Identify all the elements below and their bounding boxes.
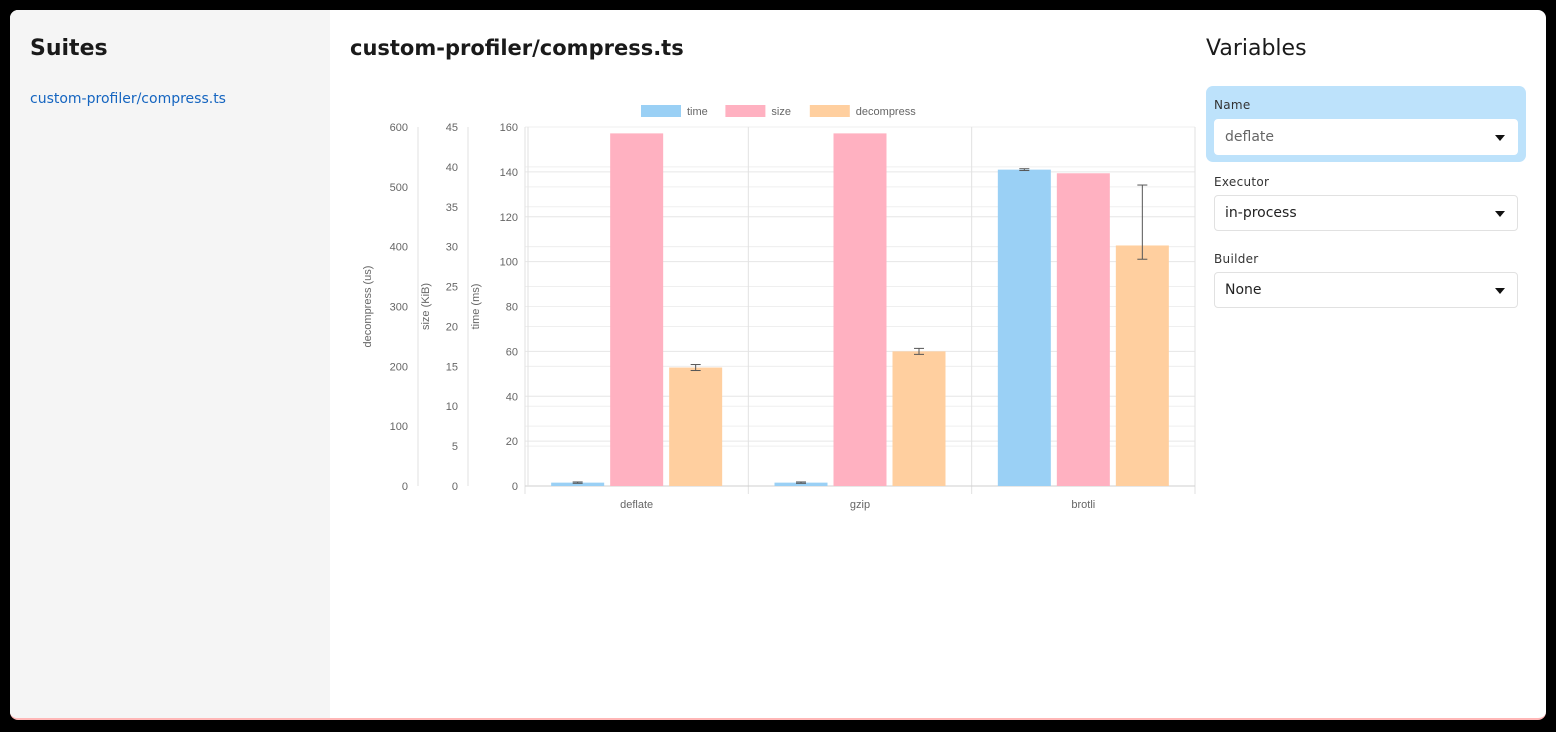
executor-select[interactable]: in-process	[1214, 195, 1518, 231]
y-axis-label: time (ms)	[470, 284, 482, 330]
y-tick-label: 500	[390, 182, 408, 194]
y-tick-label: 45	[446, 122, 458, 134]
executor-field: Executor in-process	[1206, 170, 1526, 240]
caret-down-icon	[1495, 288, 1505, 294]
y-tick-label: 400	[390, 242, 408, 254]
executor-label: Executor	[1214, 175, 1270, 189]
y-axis-label: size (KiB)	[420, 283, 432, 330]
builder-field: Builder None	[1206, 247, 1526, 317]
y-tick-label: 10	[446, 401, 458, 413]
name-select[interactable]: deflate	[1214, 119, 1518, 155]
name-value: deflate	[1225, 129, 1274, 145]
y-tick-label: 600	[390, 122, 408, 134]
bar-size-gzip	[833, 133, 887, 487]
y-tick-label: 160	[500, 122, 518, 134]
bar-time-deflate	[551, 482, 605, 486]
x-tick-label: brotli	[1071, 499, 1095, 511]
y-tick-label: 100	[390, 421, 408, 433]
y-tick-label: 30	[446, 242, 458, 254]
legend-swatch-decompress	[809, 105, 850, 117]
caret-down-icon	[1495, 135, 1505, 141]
bar-time-brotli	[997, 169, 1051, 486]
suite-link[interactable]: custom-profiler/compress.ts	[30, 91, 226, 107]
legend-swatch-size	[725, 105, 766, 117]
sidebar-title: Suites	[30, 36, 108, 61]
legend-label-size: size	[771, 106, 791, 118]
x-tick-label: deflate	[620, 499, 653, 511]
legend-label-time: time	[687, 106, 708, 118]
variables-title: Variables	[1206, 36, 1307, 61]
y-tick-label: 300	[390, 302, 408, 314]
suites-sidebar: Suites custom-profiler/compress.ts	[10, 10, 330, 718]
y-tick-label: 0	[452, 481, 458, 493]
y-tick-label: 5	[452, 441, 458, 453]
y-tick-label: 120	[500, 212, 518, 224]
y-tick-label: 60	[506, 346, 518, 358]
builder-value: None	[1225, 282, 1262, 298]
bar-size-deflate	[610, 133, 664, 487]
y-tick-label: 20	[506, 436, 518, 448]
y-tick-label: 15	[446, 361, 458, 373]
app-window: Suites custom-profiler/compress.ts custo…	[10, 10, 1546, 720]
legend-swatch-time	[641, 105, 681, 117]
builder-label: Builder	[1214, 252, 1259, 266]
bar-decompress-deflate	[669, 367, 723, 486]
y-tick-label: 0	[512, 481, 518, 493]
y-tick-label: 40	[506, 391, 518, 403]
bar-decompress-gzip	[892, 351, 946, 486]
bar-size-brotli	[1056, 173, 1110, 486]
y-tick-label: 80	[506, 302, 518, 314]
executor-value: in-process	[1225, 205, 1297, 221]
bar-decompress-brotli	[1115, 245, 1169, 486]
legend-label-decompress: decompress	[856, 106, 916, 118]
y-tick-label: 40	[446, 162, 458, 174]
builder-select[interactable]: None	[1214, 272, 1518, 308]
y-tick-label: 0	[402, 481, 408, 493]
name-label: Name	[1214, 98, 1251, 112]
page-title: custom-profiler/compress.ts	[350, 36, 684, 60]
y-tick-label: 25	[446, 282, 458, 294]
name-field: Name deflate	[1206, 86, 1526, 162]
caret-down-icon	[1495, 211, 1505, 217]
y-tick-label: 140	[500, 167, 518, 179]
y-tick-label: 35	[446, 202, 458, 214]
bar-time-gzip	[774, 482, 828, 486]
x-tick-label: gzip	[850, 499, 870, 511]
y-axis-label: decompress (us)	[362, 266, 374, 348]
y-tick-label: 20	[446, 321, 458, 333]
y-tick-label: 100	[500, 257, 518, 269]
y-tick-label: 200	[390, 361, 408, 373]
